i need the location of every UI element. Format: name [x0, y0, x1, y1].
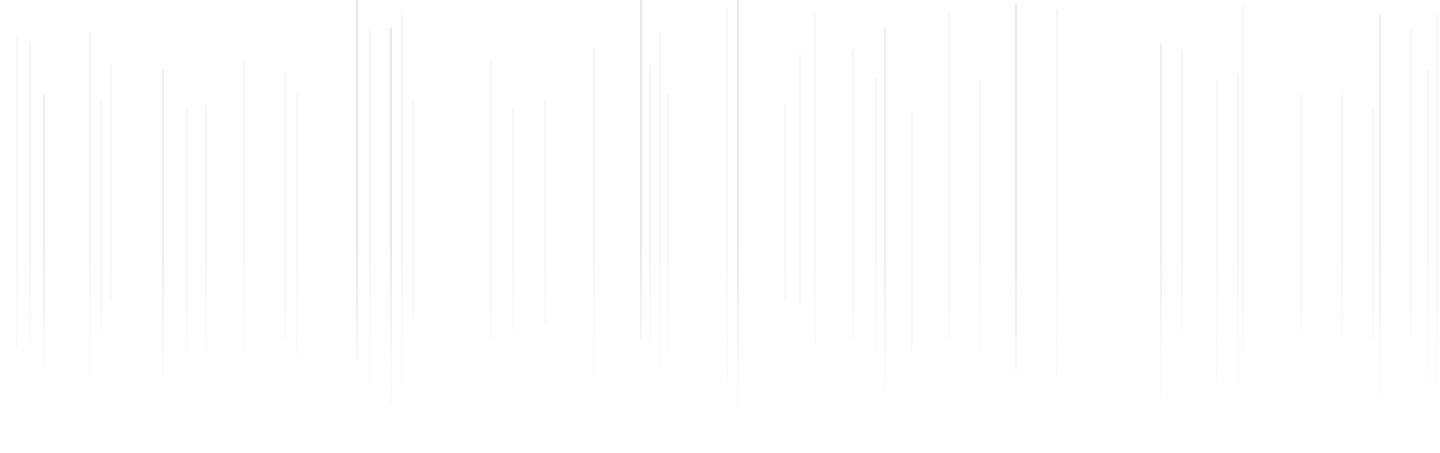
decorative-vertical-lines: [16, 0, 1438, 421]
hero-backdrop: [0, 0, 1440, 453]
